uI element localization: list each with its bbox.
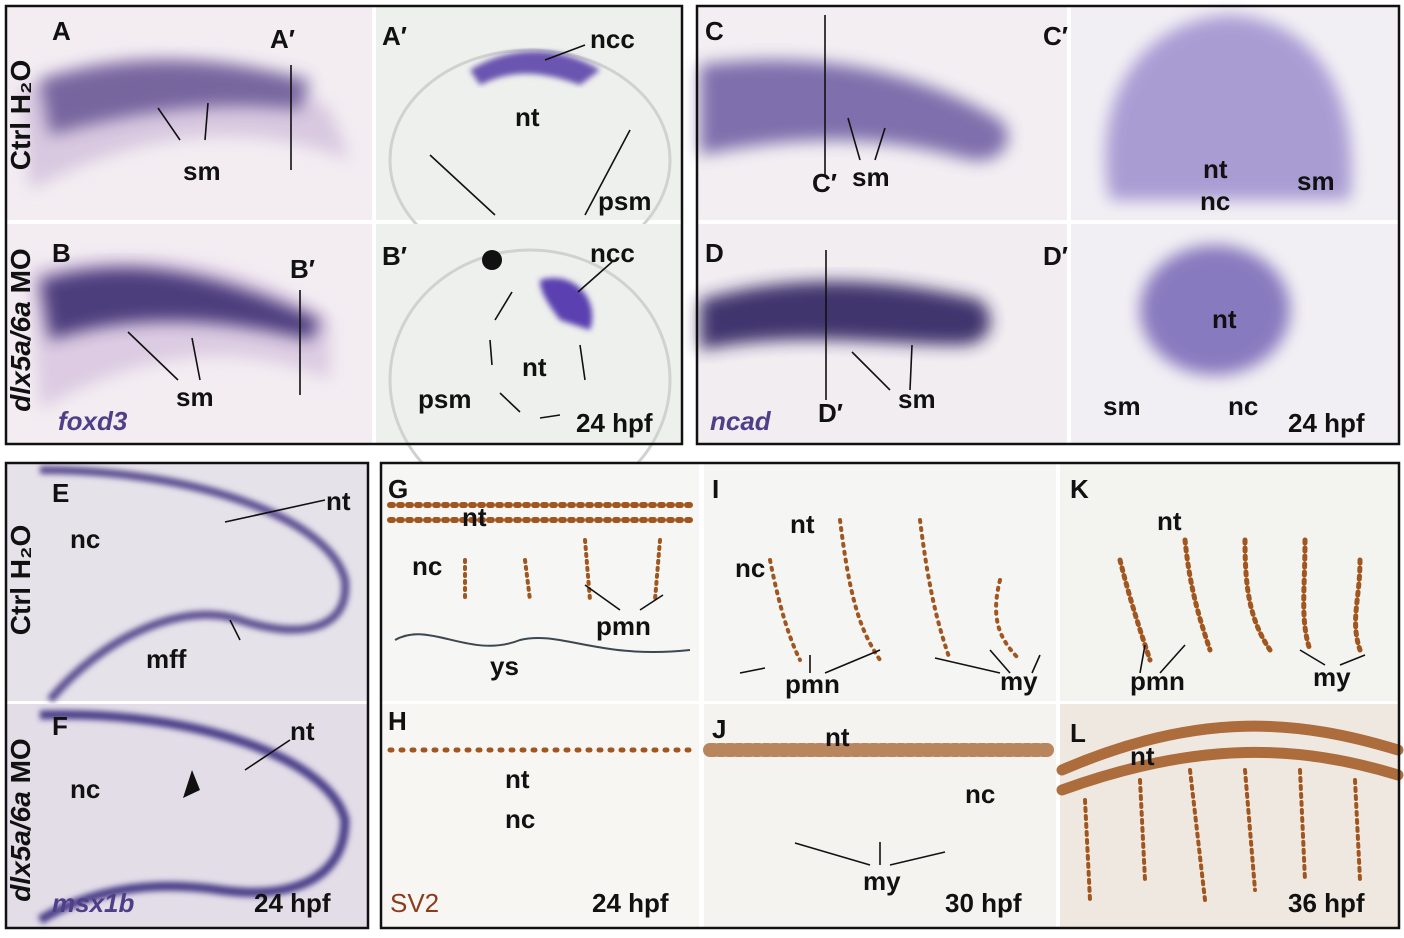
annotation: nt: [326, 486, 351, 516]
annotation: ncc: [590, 238, 635, 268]
row-label-suffix: MO: [5, 738, 36, 783]
annotation: psm: [598, 186, 651, 216]
panel-letter: B′: [382, 241, 407, 271]
annotation: D′: [818, 398, 843, 428]
panel-letter: D′: [1043, 241, 1068, 271]
annotation: sm: [176, 382, 214, 412]
annotation: sm: [852, 162, 890, 192]
annotation: 24 hpf: [592, 888, 669, 918]
image-panels: [4, 4, 1404, 930]
row-label: dlx5a/6a MO: [5, 248, 36, 411]
annotation: my: [1313, 662, 1351, 692]
annotation: nc: [70, 774, 100, 804]
annotation: pmn: [596, 611, 651, 641]
panel-letter: F: [52, 711, 68, 741]
stain-label: SV2: [390, 888, 439, 918]
annotation: nt: [1212, 304, 1237, 334]
row-label-gene: dlx5a/6a: [5, 301, 36, 412]
annotation: nc: [1228, 391, 1258, 421]
annotation: nt: [790, 509, 815, 539]
annotation: nt: [290, 716, 315, 746]
panel-letter: E: [52, 478, 69, 508]
annotation: pmn: [1130, 666, 1185, 696]
annotation: 24 hpf: [254, 888, 331, 918]
panel-letter: A: [52, 16, 71, 46]
annotation: ncc: [590, 24, 635, 54]
annotation: 36 hpf: [1288, 888, 1365, 918]
panel-letter: L: [1070, 718, 1086, 748]
panel-letter: H: [388, 706, 407, 736]
annotation: 24 hpf: [1288, 408, 1365, 438]
annotation: nt: [1157, 506, 1182, 536]
annotation: nt: [1130, 741, 1155, 771]
row-label: dlx5a/6a MO: [5, 738, 36, 901]
panel-letter: A′: [382, 21, 407, 51]
row-label-gene: dlx5a/6a: [5, 791, 36, 902]
stain-label: foxd3: [58, 406, 128, 436]
annotation: my: [863, 866, 901, 896]
stain-label: ncad: [710, 406, 772, 436]
panel-letter: G: [388, 474, 408, 504]
row-label: Ctrl H₂O: [5, 60, 36, 170]
panel-letter: K: [1070, 474, 1089, 504]
annotation: nc: [505, 804, 535, 834]
annotation: nc: [70, 524, 100, 554]
annotation: nc: [412, 551, 442, 581]
annotation: nt: [522, 352, 547, 382]
annotation: nt: [1203, 154, 1228, 184]
annotation: sm: [1297, 166, 1335, 196]
annotation: nc: [735, 553, 765, 583]
annotation: 30 hpf: [945, 888, 1022, 918]
annotation: C′: [812, 168, 837, 198]
panel-letter: C: [705, 16, 724, 46]
annotation: psm: [418, 384, 471, 414]
panel-letter: J: [712, 714, 726, 744]
pointer-lines: [127, 15, 1366, 866]
annotation: sm: [183, 156, 221, 186]
annotation: nt: [515, 102, 540, 132]
row-label-suffix: MO: [5, 248, 36, 293]
annotation: mff: [146, 644, 187, 674]
annotation: nt: [505, 764, 530, 794]
annotation: pmn: [785, 669, 840, 699]
row-label: Ctrl H₂O: [5, 525, 36, 635]
panel-letter: C′: [1043, 21, 1068, 51]
stain-label: msx1b: [52, 888, 134, 918]
annotation: sm: [1103, 391, 1141, 421]
annotation: my: [1000, 666, 1038, 696]
annotation: A′: [270, 24, 295, 54]
panel-letter: I: [712, 474, 719, 504]
panel-letter: D: [705, 238, 724, 268]
annotation: nt: [825, 722, 850, 752]
panel-letter: B: [52, 238, 71, 268]
row-labels: Ctrl H₂O dlx5a/6a MO Ctrl H₂O dlx5a/6a M…: [5, 60, 36, 902]
annotation: 24 hpf: [576, 408, 653, 438]
annotation: nt: [462, 502, 487, 532]
annotation: ys: [490, 651, 519, 681]
annotation: nc: [1200, 186, 1230, 216]
annotation: sm: [898, 384, 936, 414]
annotation: nc: [965, 779, 995, 809]
annotation: B′: [290, 254, 315, 284]
panel-labels: A A′ sm A′ ncc nt psm B B′ sm foxd3 B′ ncc nt psm 24 hp…: [52, 16, 1365, 918]
